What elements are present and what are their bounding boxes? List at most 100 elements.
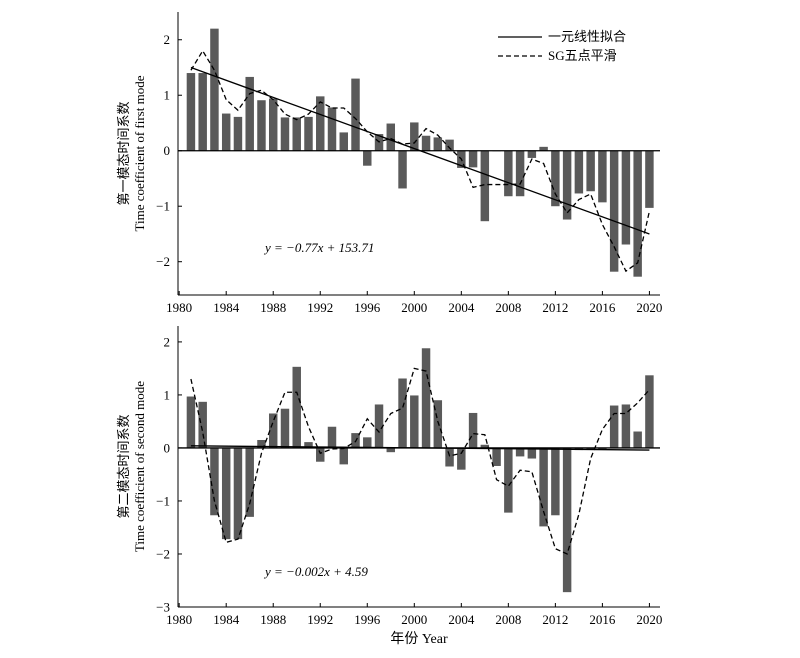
x-tick-label: 1988 — [260, 300, 286, 315]
bar-1999 — [398, 150, 407, 189]
axes-second-mode: −3 −2 −1 0 1 2 1980 1984 1988 1992 1996 2000 2004 200… — [156, 326, 662, 627]
bar-2017 — [609, 150, 619, 272]
bar-2004 — [457, 447, 466, 470]
x-tick-label: 2000 — [401, 612, 427, 627]
bar-1985 — [233, 116, 243, 151]
y-tick-label: 2 — [164, 32, 171, 47]
x-tick-label: 2000 — [401, 300, 427, 315]
x-tick-label: 2008 — [495, 612, 521, 627]
x-tick-label: 1984 — [213, 300, 240, 315]
bar-2003 — [445, 447, 454, 467]
bar-1981 — [186, 396, 196, 448]
chart-panel-first-mode: −2 −1 0 1 2 1980 1984 1988 1992 1996 2000 2004 2008 2… — [116, 12, 662, 315]
bar-2020 — [645, 375, 654, 448]
bar-2002 — [433, 400, 443, 448]
bar-2010 — [527, 447, 537, 459]
x-tick-label: 1984 — [213, 612, 240, 627]
bar-1996 — [363, 150, 372, 166]
bar-2001 — [421, 135, 431, 151]
x-tick-label: 2004 — [448, 300, 475, 315]
bar-2008 — [504, 447, 513, 513]
bar-1992 — [316, 447, 325, 462]
bar-1984 — [221, 447, 231, 540]
bar-2005 — [468, 412, 478, 448]
legend-label-linear-fit: 一元线性拟合 — [548, 29, 626, 44]
x-tick-label: 2008 — [495, 300, 521, 315]
bar-1994 — [339, 132, 348, 151]
bar-2007 — [492, 447, 501, 466]
bar-1999 — [398, 378, 407, 448]
x-tick-label: 1996 — [354, 300, 381, 315]
bar-1997 — [374, 404, 384, 448]
bar-1990 — [292, 117, 301, 151]
bar-1986 — [245, 76, 254, 151]
bar-2014 — [574, 150, 584, 194]
bars-first-mode — [186, 28, 654, 277]
bar-1991 — [304, 116, 313, 151]
bar-2005 — [468, 150, 478, 168]
bar-1983 — [210, 28, 219, 151]
y-tick-label: −1 — [156, 199, 170, 214]
bar-1982 — [198, 401, 207, 448]
y-axis-label-en-first: Time coefficient of first mode — [132, 75, 147, 231]
bar-2006 — [480, 444, 490, 448]
bar-2018 — [621, 404, 631, 448]
x-tick-label: 2020 — [636, 612, 662, 627]
bar-2011 — [539, 146, 548, 151]
y-axis-label-en-second: Time coefficient of second mode — [132, 381, 147, 552]
bar-1992 — [316, 96, 325, 151]
sg-smooth-line — [190, 49, 651, 273]
chart-panel-second-mode: −3 −2 −1 0 1 2 1980 1984 1988 1992 1996 2000 2004 200… — [116, 326, 662, 627]
regression-equation-second: y = −0.002x + 4.59 — [263, 564, 368, 579]
y-tick-label: −1 — [156, 493, 170, 508]
x-tick-label: 2020 — [636, 300, 662, 315]
bar-1993 — [327, 426, 337, 448]
bar-2013 — [562, 447, 572, 593]
bar-1998 — [386, 123, 396, 151]
bar-1989 — [280, 408, 290, 448]
bar-2001 — [421, 348, 431, 448]
regression-equation-first: y = −0.77x + 153.71 — [263, 240, 374, 255]
bar-2019 — [633, 150, 642, 277]
x-tick-label: 2016 — [589, 300, 616, 315]
y-tick-label: 0 — [164, 143, 171, 158]
bar-1989 — [280, 117, 290, 151]
x-tick-label: 2004 — [448, 612, 475, 627]
lines-second-mode — [178, 367, 660, 555]
bar-2006 — [480, 150, 490, 222]
bar-1998 — [386, 447, 396, 453]
bar-2016 — [598, 150, 607, 203]
bar-2009 — [515, 150, 525, 197]
bar-1996 — [363, 437, 372, 448]
bar-2003 — [445, 139, 454, 151]
legend: 一元线性拟合 SG五点平滑 — [498, 29, 626, 63]
bar-1982 — [198, 73, 207, 151]
bar-1990 — [292, 366, 301, 448]
x-tick-label: 1988 — [260, 612, 286, 627]
linear-fit-line — [190, 445, 650, 451]
bar-1987 — [257, 100, 266, 151]
bar-1988 — [268, 98, 278, 151]
bar-1994 — [339, 447, 348, 465]
y-tick-label: 0 — [164, 440, 171, 455]
y-tick-label: −3 — [156, 600, 170, 615]
bar-1984 — [221, 113, 231, 151]
y-tick-label: −2 — [156, 546, 170, 561]
bar-2008 — [504, 150, 513, 197]
bar-2000 — [410, 122, 419, 151]
x-tick-label: 1992 — [307, 612, 333, 627]
bar-2019 — [633, 431, 642, 448]
x-tick-label: 1980 — [166, 300, 192, 315]
lines-first-mode — [178, 49, 660, 273]
y-tick-label: −2 — [156, 254, 170, 269]
bars-second-mode — [186, 348, 654, 593]
bar-2009 — [515, 447, 525, 457]
legend-label-sg-smooth: SG五点平滑 — [548, 48, 617, 63]
bar-1983 — [210, 447, 219, 516]
bar-2020 — [645, 150, 654, 208]
y-tick-label: 2 — [164, 334, 171, 349]
bar-2002 — [433, 137, 443, 151]
y-tick-label: 1 — [164, 387, 171, 402]
bar-2013 — [562, 150, 572, 220]
